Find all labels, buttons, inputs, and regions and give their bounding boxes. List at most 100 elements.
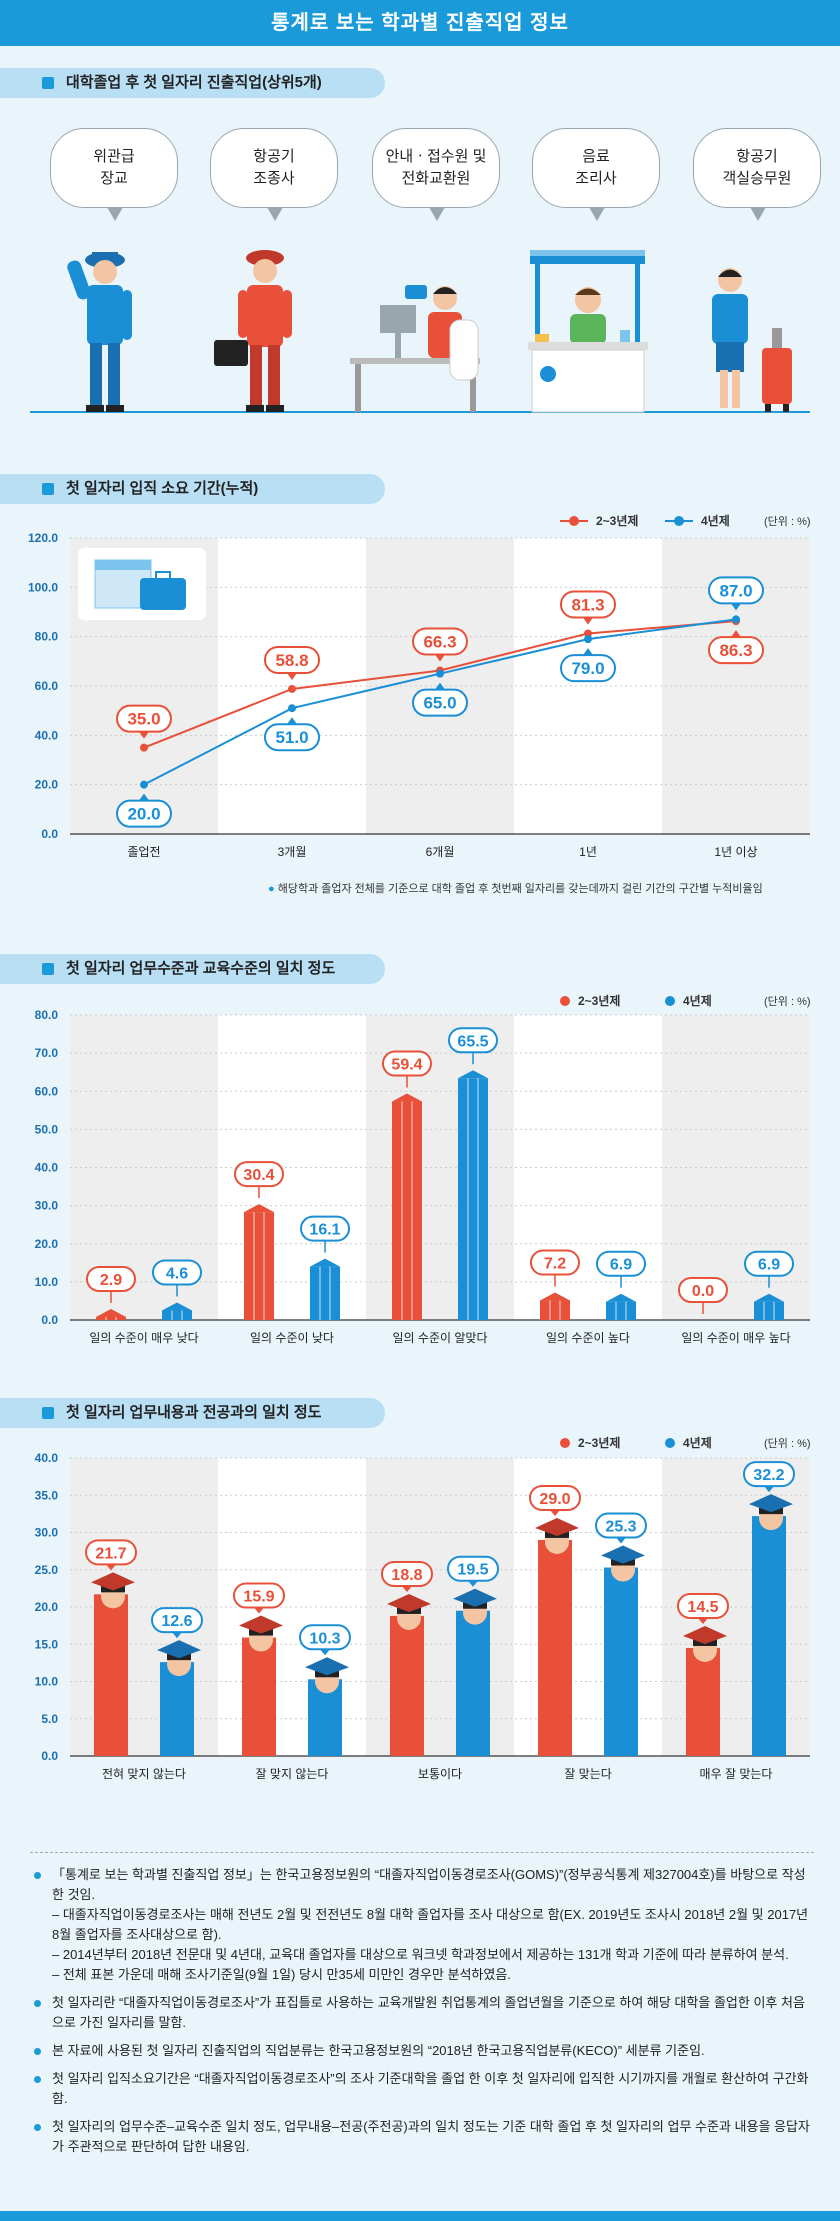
footnote-text: 본 자료에 사용된 첫 일자리 진출직업의 직업분류는 한국고용정보원의 “20… <box>52 2043 705 2058</box>
footnote-item: 첫 일자리 입직소요기간은 “대졸자직업이동경로조사”의 조사 기준대학을 졸업… <box>30 2069 814 2109</box>
data-label-box <box>677 1592 729 1619</box>
data-label-text: 58.8 <box>275 651 308 670</box>
data-label-text: 86.3 <box>719 641 752 660</box>
y-tick-label: 40.0 <box>35 1451 59 1465</box>
y-tick-label: 120.0 <box>28 531 58 545</box>
data-label-text: 10.3 <box>309 1630 340 1647</box>
y-tick-label: 0.0 <box>41 827 58 841</box>
y-tick-label: 30.0 <box>35 1526 59 1540</box>
bar-body <box>94 1594 128 1756</box>
data-label-text: 15.9 <box>243 1589 274 1606</box>
data-label-box <box>85 1539 137 1566</box>
pencil-bar <box>310 1258 340 1320</box>
data-label-text: 25.3 <box>605 1519 636 1536</box>
y-tick-label: 30.0 <box>35 1199 59 1213</box>
pencil-tip <box>754 1293 784 1302</box>
x-tick-label: 잘 맞지 않는다 <box>256 1767 329 1781</box>
data-label-pointer <box>287 717 297 725</box>
data-label-pointer <box>583 648 593 656</box>
y-tick-label: 60.0 <box>35 1084 59 1098</box>
data-label-pointer <box>106 1564 116 1571</box>
pencil-body <box>96 1316 126 1320</box>
data-label-pointer <box>435 682 445 690</box>
footnote-subitem: – 2014년부터 2018년 전문대 및 4년대, 교육대 졸업자를 대상으로… <box>52 1947 789 1962</box>
pilot-figure <box>214 250 292 412</box>
pencil-body <box>606 1301 636 1320</box>
mortarboard <box>157 1640 201 1659</box>
pencil-tip <box>96 1308 126 1317</box>
y-tick-label: 10.0 <box>35 1675 59 1689</box>
data-label-box <box>448 1027 498 1054</box>
data-label-box <box>447 1555 499 1582</box>
line-chart: 0.0 20.0 40.0 60.0 80.0 100.0 120.0 졸업전 3개월 6개월 1년… <box>28 531 810 859</box>
page-title: 통계로 보는 학과별 진출직업 정보 <box>271 12 569 34</box>
flight-attendant-figure <box>712 268 792 412</box>
x-tick-label: 일의 수준이 알맞다 <box>393 1331 488 1345</box>
graduate-bar <box>535 1517 579 1756</box>
data-label-text: 20.0 <box>127 805 160 824</box>
job-bubble: 항공기 객실승무원 <box>693 128 821 221</box>
x-tick-label: 매우 잘 맞는다 <box>700 1767 773 1781</box>
y-tick-label: 25.0 <box>35 1563 59 1577</box>
data-label: 20.0 <box>116 793 172 828</box>
graduate-bar <box>453 1588 497 1756</box>
job-label: 위관급 장교 <box>93 148 135 187</box>
receptionist-figure <box>350 285 480 412</box>
pencil-tip <box>162 1302 192 1311</box>
section1-title: 대학졸업 후 첫 일자리 진출직업(상위5개) <box>0 68 385 98</box>
graduate-bar <box>601 1545 645 1756</box>
pencil-tip <box>606 1293 636 1302</box>
data-label-box <box>744 1250 794 1277</box>
bar-body <box>604 1567 638 1756</box>
data-label-pointer <box>764 1486 774 1493</box>
data-label-pointer <box>254 1607 264 1614</box>
graduate-bar <box>683 1625 727 1756</box>
data-label: 65.0 <box>412 682 468 717</box>
mortarboard <box>387 1593 431 1612</box>
data-label-pointer <box>139 731 149 739</box>
data-label-pointer <box>287 672 297 680</box>
data-label-text: 18.8 <box>391 1567 422 1584</box>
data-label-text: 21.7 <box>95 1545 126 1562</box>
x-tick-label: 1년 이상 <box>714 845 757 859</box>
y-tick-label: 10.0 <box>35 1275 59 1289</box>
mortarboard <box>601 1545 645 1564</box>
mortarboard <box>749 1494 793 1513</box>
data-label-pointer <box>616 1537 626 1544</box>
y-tick-label: 20.0 <box>35 1600 59 1614</box>
data-point <box>140 743 148 752</box>
data-label-pointer <box>550 1509 560 1516</box>
bar-body <box>160 1662 194 1756</box>
pencil-body <box>540 1300 570 1320</box>
graduate-bar <box>239 1615 283 1756</box>
chart1-note: ● 해당학과 졸업자 전체를 기준으로 대학 졸업 후 첫번째 일자리를 갖는데… <box>268 883 763 895</box>
pencil-bar <box>244 1204 274 1320</box>
data-label-pointer <box>139 793 149 801</box>
job-bubble: 음료 조리사 <box>532 128 660 221</box>
data-label-text: 14.5 <box>687 1599 718 1616</box>
chart2-unit: (단위 : %) <box>764 996 811 1008</box>
data-label-text: 32.2 <box>753 1467 784 1484</box>
chart2-legend-red: 2~3년제 <box>560 992 620 1009</box>
data-label-box <box>382 1050 432 1077</box>
pencil-body <box>458 1078 488 1320</box>
x-tick-label: 잘 맞는다 <box>564 1767 612 1781</box>
data-label-text: 0.0 <box>692 1283 714 1300</box>
pencil-tip <box>244 1204 274 1213</box>
data-label-text: 65.0 <box>423 694 456 713</box>
data-label-text: 87.0 <box>719 581 752 600</box>
bar-body <box>242 1637 276 1756</box>
data-label-pointer <box>172 1632 182 1639</box>
graduate-bar <box>91 1572 135 1756</box>
data-label-pointer <box>731 603 741 611</box>
x-tick-label: 전혀 맞지 않는다 <box>102 1767 186 1781</box>
graduate-bar <box>749 1494 793 1756</box>
section2-title: 첫 일자리 입직 소요 기간(누적) <box>0 474 385 504</box>
data-label-box <box>529 1484 581 1511</box>
data-label-text: 2.9 <box>100 1272 122 1289</box>
pencil-bar <box>754 1293 784 1320</box>
data-label-box <box>300 1215 350 1242</box>
pencil-bar-chart: 0.0 10.0 20.0 30.0 40.0 50.0 60.0 70.0 80.0 일의 수준… <box>35 1008 810 1345</box>
page-header: 통계로 보는 학과별 진출직업 정보 <box>0 0 840 46</box>
graduate-bar-chart: 0.0 5.0 10.0 15.0 20.0 25.0 30.0 35.0 40.0 전혀 맞지 … <box>35 1451 810 1781</box>
